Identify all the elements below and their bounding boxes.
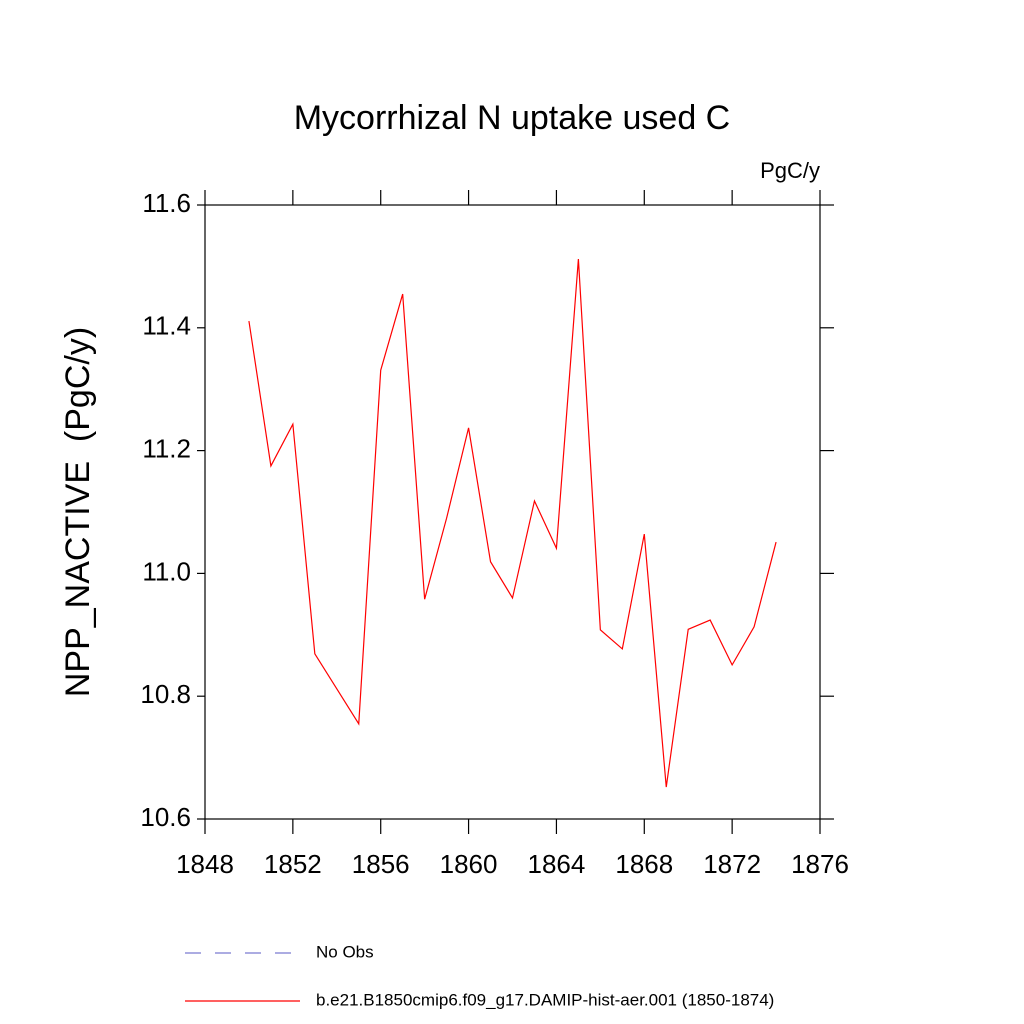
legend-label: b.e21.B1850cmip6.f09_g17.DAMIP-hist-aer.… <box>316 990 774 1009</box>
plot-frame <box>204 204 821 820</box>
x-tick-label: 1864 <box>528 849 586 879</box>
x-tick-label: 1848 <box>176 849 234 879</box>
y-tick-label: 11.2 <box>142 433 191 463</box>
y-tick-label: 11.4 <box>142 311 191 341</box>
x-tick-label: 1852 <box>264 849 322 879</box>
x-tick-label: 1876 <box>791 849 849 879</box>
x-tick-label: 1860 <box>440 849 498 879</box>
data-line <box>248 258 777 788</box>
y-tick-label: 11.6 <box>142 188 191 218</box>
legend-label: No Obs <box>316 942 374 961</box>
chart-title: Mycorrhizal N uptake used C <box>294 99 731 137</box>
x-tick-label: 1868 <box>615 849 673 879</box>
x-tick-label: 1856 <box>352 849 410 879</box>
y-tick-label: 11.0 <box>142 556 191 586</box>
units-label: PgC/y <box>760 158 820 183</box>
y-axis-label: NPP_NACTIVE (PgC/y) <box>59 327 97 697</box>
y-tick-label: 10.6 <box>140 802 191 832</box>
y-tick-label: 10.8 <box>140 679 191 709</box>
x-tick-label: 1872 <box>703 849 761 879</box>
